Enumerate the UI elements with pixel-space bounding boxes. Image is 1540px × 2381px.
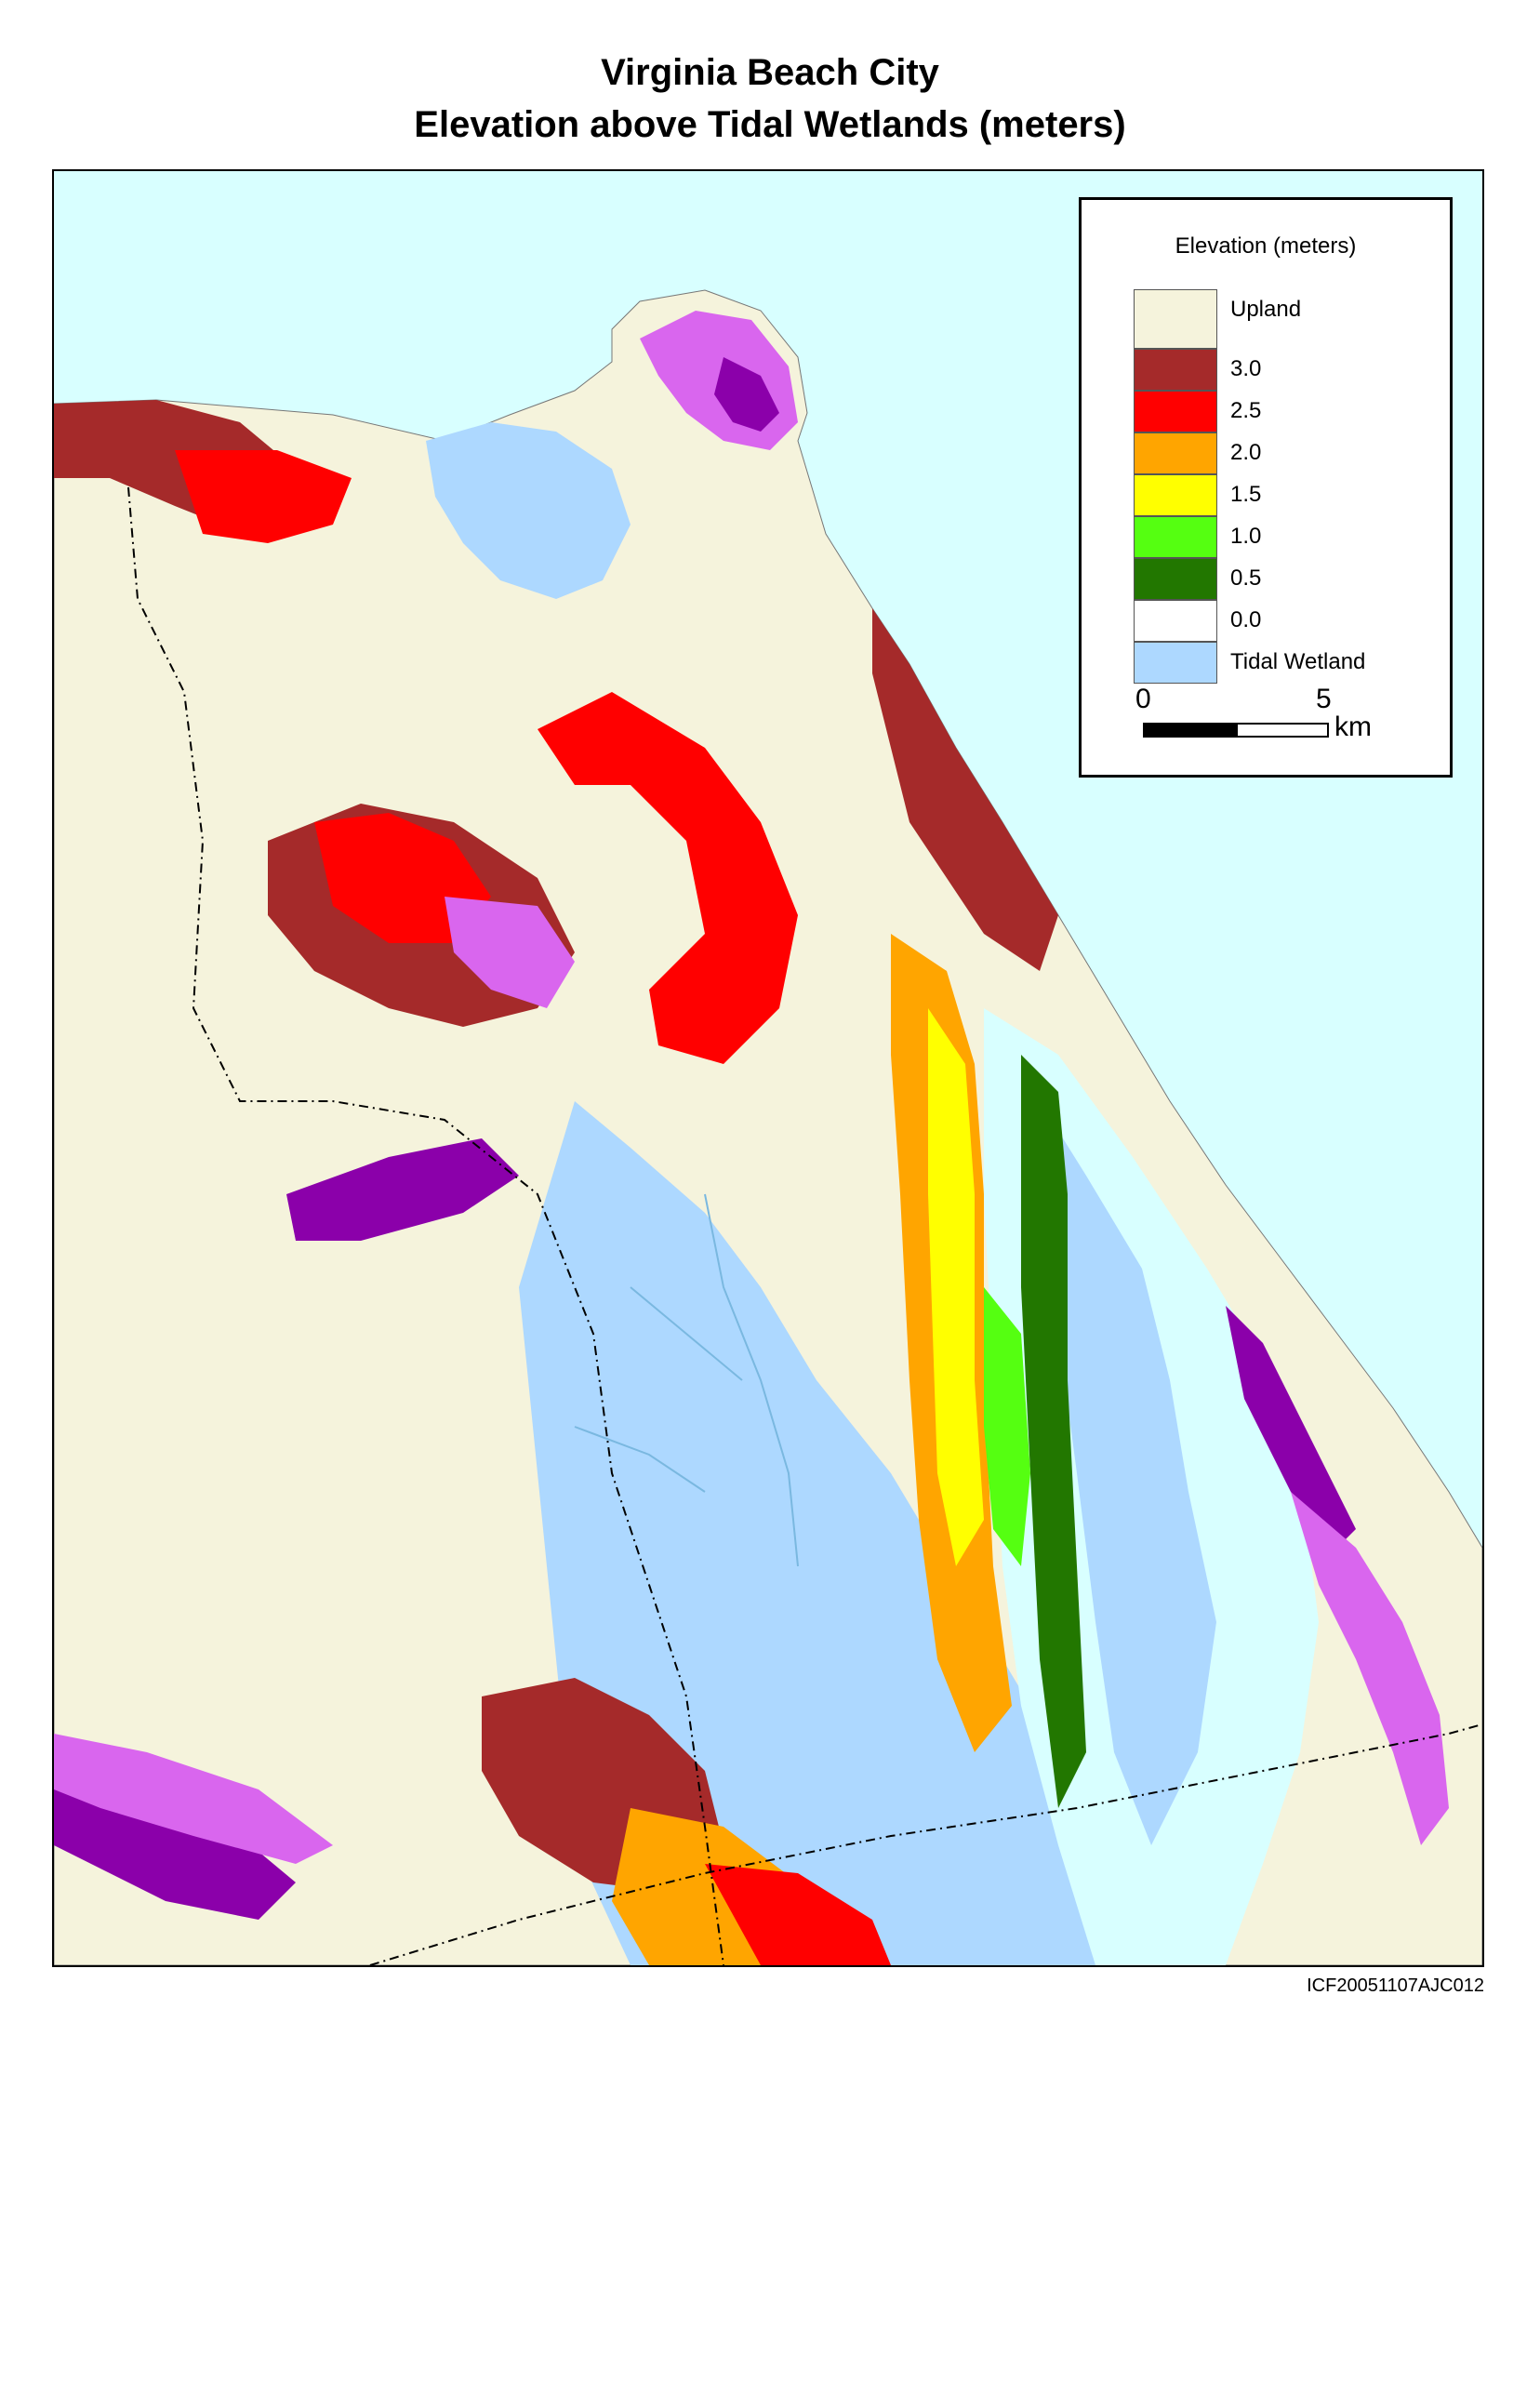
sw-pink-marsh [54, 1734, 333, 1864]
map-title-line-1: Virginia Beach City [601, 52, 939, 93]
central-purple-lobe [445, 897, 575, 1008]
center-river-red [538, 692, 798, 1064]
scale-start-label: 0 [1135, 684, 1151, 714]
legend-title: Elevation (meters) [1175, 233, 1357, 259]
legend-label-5: 1.0 [1230, 524, 1262, 549]
figure-id: ICF20051107AJC012 [1307, 1975, 1484, 1996]
scale-bar [1143, 723, 1329, 738]
barrier-purple-strip [1226, 1306, 1356, 1548]
legend-label-0: Upland [1230, 297, 1302, 322]
stream-lines [574, 1193, 799, 1567]
barrier-pink-strip [1291, 1492, 1449, 1845]
scale-end-label: 5 [1316, 684, 1332, 714]
south-red-zone [705, 1864, 891, 1965]
scale-bar-fill [1145, 725, 1238, 736]
legend-label-2: 2.5 [1230, 398, 1262, 423]
legend-swatch-5 [1134, 516, 1217, 558]
map-legend: Elevation (meters) Upland 3.0 2.5 2.0 1.5 1.0… [1079, 197, 1453, 778]
coastal-band-yellow [928, 1008, 984, 1566]
legend-label-3: 2.0 [1230, 440, 1262, 465]
north-shore-red [175, 450, 352, 543]
legend-swatch-0 [1134, 289, 1217, 349]
coastal-band-light-green [984, 1287, 1030, 1566]
county-boundary [127, 486, 724, 1965]
back-bay-wetland [1040, 1101, 1216, 1845]
legend-label-7: 0.0 [1230, 607, 1262, 632]
coastal-band-red [872, 608, 1058, 971]
legend-label-8: Tidal Wetland [1230, 649, 1366, 674]
coastal-band-green [1021, 1055, 1086, 1808]
elevation-map [54, 171, 1482, 1965]
map-title-line-2: Elevation above Tidal Wetlands (meters) [414, 104, 1126, 145]
legend-label-4: 1.5 [1230, 482, 1262, 507]
legend-swatch-4 [1134, 474, 1217, 516]
legend-label-1: 3.0 [1230, 356, 1262, 381]
legend-swatch-8 [1134, 642, 1217, 684]
legend-label-6: 0.5 [1230, 565, 1262, 591]
scale-unit-label: km [1334, 712, 1372, 742]
legend-swatch-1 [1134, 349, 1217, 391]
south-boundary [369, 1723, 1482, 1965]
wc-dark-purple-marsh [286, 1138, 519, 1241]
legend-swatch-3 [1134, 432, 1217, 474]
legend-swatch-7 [1134, 600, 1217, 642]
north-inlet-wetland [426, 422, 631, 599]
cape-dark-purple [714, 357, 779, 432]
legend-swatch-2 [1134, 391, 1217, 432]
legend-swatch-6 [1134, 558, 1217, 600]
